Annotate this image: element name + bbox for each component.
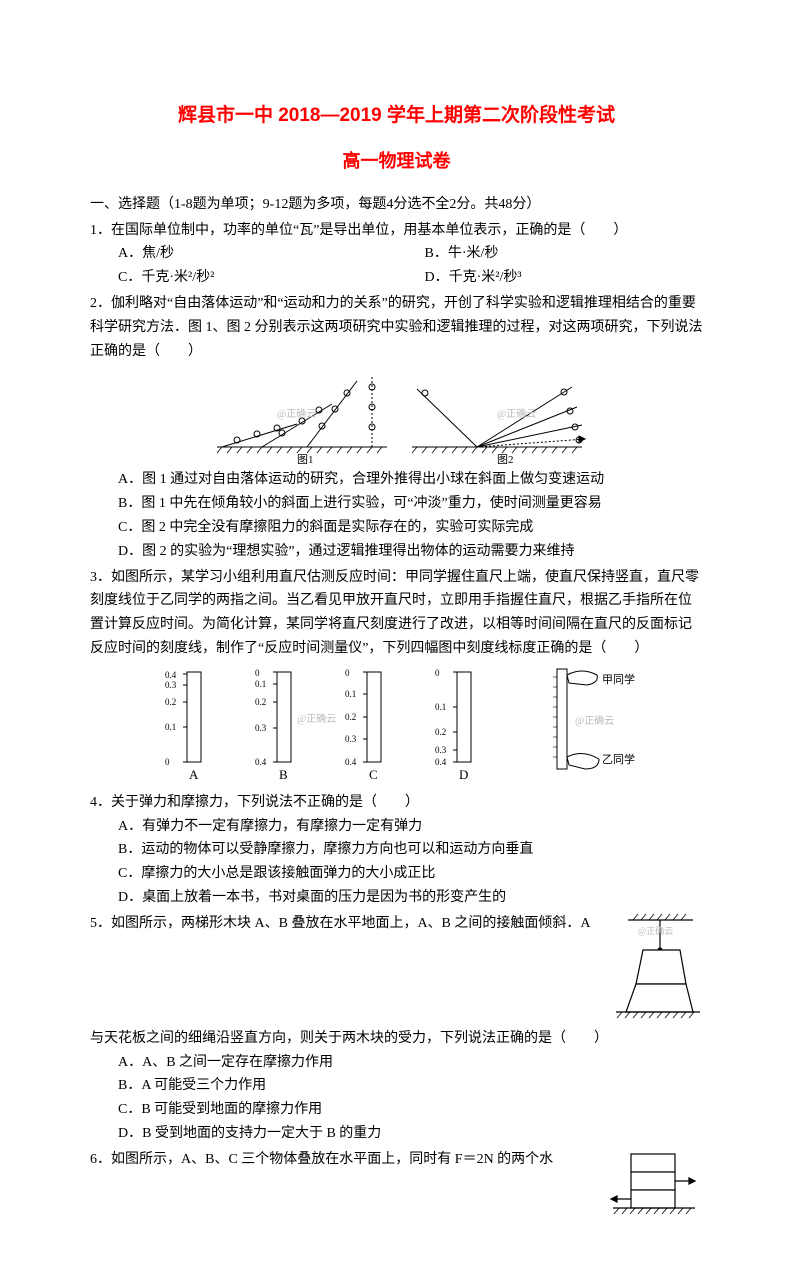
q1-opt-a: A．焦/秒	[90, 242, 397, 266]
question-1: 1．在国际单位制中，功率的单位“瓦”是导出单位，用基本单位表示，正确的是（ ） …	[90, 219, 703, 290]
exam-title-main: 辉县市一中 2018—2019 学年上期第二次阶段性考试	[90, 100, 703, 132]
svg-text:0.1: 0.1	[165, 722, 176, 732]
question-4: 4．关于弹力和摩擦力，下列说法不正确的是（ ） A．有弹力不一定有摩擦力，有摩擦…	[90, 791, 703, 910]
q3-label-a: A	[189, 767, 199, 782]
q5-opt-a: A．A、B 之间一定存在摩擦力作用	[90, 1051, 703, 1075]
svg-text:0.3: 0.3	[345, 734, 357, 744]
q3-label-b: B	[279, 767, 288, 782]
q2-watermark: @正确云	[277, 407, 316, 420]
q4-opt-b: B．运动的物体可以受静摩擦力，摩擦力方向也可以和运动方向垂直	[90, 838, 703, 862]
q2-figure: @正确云 @正确云 图1 图2	[90, 369, 703, 464]
q6-f-right: F	[696, 1175, 702, 1187]
svg-text:0.1: 0.1	[435, 702, 446, 712]
q3-label-d: D	[459, 767, 468, 782]
svg-text:0: 0	[165, 757, 170, 767]
svg-text:0.2: 0.2	[165, 697, 176, 707]
svg-text:0.4: 0.4	[255, 757, 267, 767]
q2-opt-b: B．图 1 中先在倾角较小的斜面上进行实验，可“冲淡”重力，使时间测量更容易	[90, 492, 703, 516]
q6-diagram-svg: C B A	[603, 1148, 703, 1226]
q3-label-c: C	[369, 767, 378, 782]
q3-figure: 0 0.1 0.2 0.3 0.4 A 0 0.1 0.2 0.3 0	[90, 667, 703, 787]
q6-f-left: F	[603, 1187, 609, 1199]
q4-opt-c: C．摩擦力的大小总是跟该接触面弹力的大小成正比	[90, 862, 703, 886]
q2-fig2-label: 图2	[497, 453, 514, 464]
q1-opt-c: C．千克·米²/秒²	[90, 266, 397, 290]
svg-text:0.4: 0.4	[435, 757, 447, 767]
q4-opt-a: A．有弹力不一定有摩擦力，有摩擦力一定有弹力	[90, 815, 703, 839]
q2-opt-d: D．图 2 的实验为“理想实验”，通过逻辑推理得出物体的运动需要力来维持	[90, 540, 703, 564]
question-6: C B A	[90, 1148, 703, 1226]
svg-text:0.4: 0.4	[345, 757, 357, 767]
svg-text:0.3: 0.3	[165, 680, 177, 690]
svg-text:0: 0	[255, 668, 260, 678]
svg-text:0: 0	[435, 668, 440, 678]
svg-text:0.4: 0.4	[165, 670, 177, 680]
exam-page: 辉县市一中 2018—2019 学年上期第二次阶段性考试 高一物理试卷 一、选择…	[0, 0, 793, 1288]
svg-text:0.2: 0.2	[345, 712, 356, 722]
q3-watermark-2: @正确云	[575, 714, 614, 727]
svg-text:0.1: 0.1	[255, 679, 266, 689]
q5-figure: A B @正确云	[608, 912, 703, 1027]
section-1-heading: 一、选择题（1-8题为单项；9-12题为多项，每题4分选不全2分。共48分）	[90, 193, 703, 217]
q4-opt-d: D．桌面上放着一本书，书对桌面的压力是因为书的形变产生的	[90, 886, 703, 910]
svg-text:0.2: 0.2	[255, 697, 266, 707]
question-5: A B @正确云 5．如图所示，两梯形木块 A、B	[90, 912, 703, 1146]
svg-text:0.1: 0.1	[345, 689, 356, 699]
q2-stem: 2．伽利略对“自由落体运动”和“运动和力的关系”的研究，开创了科学实验和逻辑推理…	[90, 292, 703, 363]
q1-opt-d: D．千克·米²/秒³	[397, 266, 704, 290]
q5-opt-b: B．A 可能受三个力作用	[90, 1074, 703, 1098]
q6-figure: C B A	[603, 1148, 703, 1226]
q3-yi-label: 乙同学	[602, 752, 635, 766]
q5-opt-d: D．B 受到地面的支持力一定大于 B 的重力	[90, 1122, 703, 1146]
q1-opt-b: B．牛·米/秒	[397, 242, 704, 266]
q2-opt-a: A．图 1 通过对自由落体运动的研究，合理外推得出小球在斜面上做匀变速运动	[90, 468, 703, 492]
q3-jia-label: 甲同学	[602, 672, 635, 686]
q1-options: A．焦/秒 B．牛·米/秒 C．千克·米²/秒² D．千克·米²/秒³	[90, 242, 703, 290]
exam-title-sub: 高一物理试卷	[90, 146, 703, 177]
svg-text:0.3: 0.3	[255, 723, 267, 733]
q5-opt-c: C．B 可能受到地面的摩擦力作用	[90, 1098, 703, 1122]
svg-text:0: 0	[345, 668, 350, 678]
q2-diagram-svg: @正确云 @正确云 图1 图2	[207, 369, 587, 464]
q1-stem: 1．在国际单位制中，功率的单位“瓦”是导出单位，用基本单位表示，正确的是（ ）	[90, 219, 703, 243]
q2-fig1-label: 图1	[297, 453, 314, 464]
q2-watermark-2: @正确云	[497, 407, 536, 420]
svg-text:0.3: 0.3	[435, 745, 447, 755]
q5-watermark: @正确云	[638, 925, 673, 936]
q3-diagram-svg: 0 0.1 0.2 0.3 0.4 A 0 0.1 0.2 0.3 0	[147, 667, 647, 787]
q2-opt-c: C．图 2 中完全没有摩擦阻力的斜面是实际存在的，实验可实际完成	[90, 516, 703, 540]
q4-stem: 4．关于弹力和摩擦力，下列说法不正确的是（ ）	[90, 791, 703, 815]
q5-diagram-svg: A B @正确云	[608, 912, 703, 1027]
q3-watermark: @正确云	[297, 712, 336, 725]
q3-stem: 3．如图所示，某学习小组利用直尺估测反应时间：甲同学握住直尺上端，使直尺保持竖直…	[90, 566, 703, 661]
svg-text:0.2: 0.2	[435, 727, 446, 737]
question-2: 2．伽利略对“自由落体运动”和“运动和力的关系”的研究，开创了科学实验和逻辑推理…	[90, 292, 703, 564]
question-3: 3．如图所示，某学习小组利用直尺估测反应时间：甲同学握住直尺上端，使直尺保持竖直…	[90, 566, 703, 787]
